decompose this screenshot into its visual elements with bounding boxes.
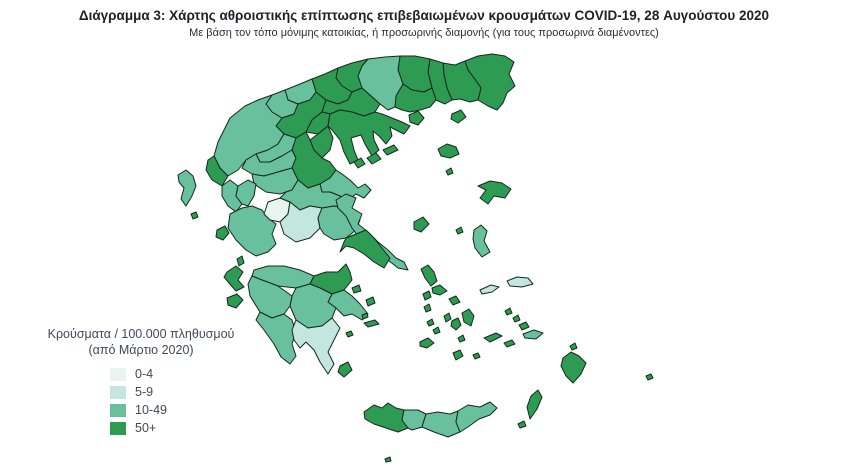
map-region-thesprotia bbox=[205, 155, 229, 187]
map-region-alonnisos bbox=[382, 144, 399, 156]
map-region-arta bbox=[235, 179, 257, 207]
map-region-kythira bbox=[337, 361, 353, 378]
map-region-skyros bbox=[413, 216, 430, 233]
map-region-psara bbox=[455, 226, 464, 235]
map-region-lefkada bbox=[215, 225, 230, 241]
map-region-poros bbox=[361, 312, 369, 320]
map-region-leros bbox=[512, 314, 521, 323]
map-region-samos bbox=[506, 276, 534, 288]
legend-swatch bbox=[110, 422, 126, 435]
map-region-samothraki bbox=[450, 109, 467, 124]
map-region-salamina bbox=[351, 284, 362, 294]
map-region-attiki bbox=[339, 229, 391, 269]
map-region-irakleio bbox=[421, 410, 461, 438]
map-region-anafi bbox=[472, 352, 481, 360]
map-region-skopelos bbox=[366, 152, 382, 165]
map-region-rethymno bbox=[401, 409, 427, 431]
legend-label: 50+ bbox=[135, 421, 157, 436]
legend-swatch bbox=[110, 386, 126, 399]
legend-title-line1: Κρούσματα / 100.000 πληθυσμού bbox=[47, 327, 235, 341]
map-region-astypalaia bbox=[503, 339, 516, 348]
map-region-naxos bbox=[461, 308, 475, 327]
legend-title: Κρούσματα / 100.000 πληθυσμού (από Μάρτι… bbox=[30, 326, 252, 359]
map-region-lakonia bbox=[291, 317, 341, 375]
legend-label: 10-49 bbox=[135, 403, 167, 418]
map-region-gavdos bbox=[384, 456, 392, 463]
map-region-limnos bbox=[437, 143, 460, 159]
map-region-andros bbox=[420, 264, 438, 287]
legend-swatch bbox=[110, 368, 126, 381]
map-region-amorgos bbox=[483, 332, 503, 343]
map-region-karpathos bbox=[526, 389, 543, 420]
legend-items: 0-4 5-9 10-49 50+ bbox=[30, 366, 252, 438]
legend-title-line2: (από Μάρτιο 2020) bbox=[88, 343, 194, 358]
map-region-ios bbox=[457, 334, 466, 343]
map-region-symi bbox=[569, 342, 578, 351]
map-region-kefalonia bbox=[223, 265, 245, 292]
map-region-kythnos bbox=[423, 303, 432, 313]
legend-item-50+: 50+ bbox=[30, 420, 252, 438]
map-region-kerkyra bbox=[177, 169, 197, 207]
map-region-kastellorizo bbox=[645, 373, 654, 381]
map-region-kasos bbox=[517, 420, 527, 429]
map-region-agios-efstratios bbox=[445, 167, 454, 176]
map-region-paxi bbox=[190, 211, 199, 220]
legend-item-10-49: 10-49 bbox=[30, 402, 252, 420]
map-region-syros bbox=[443, 312, 452, 323]
legend-label: 5-9 bbox=[135, 385, 154, 400]
map-region-mykonos bbox=[448, 295, 461, 306]
map-region-evia bbox=[335, 193, 409, 271]
map-region-aegina bbox=[365, 296, 376, 307]
map-region-ikaria bbox=[479, 284, 500, 295]
map-region-thasos bbox=[408, 110, 425, 126]
figure-subtitle: Με βάση τον τόπο μόνιμης κατοικίας, ή πρ… bbox=[189, 27, 659, 39]
map-region-messinia bbox=[255, 311, 297, 365]
map-legend: Κρούσματα / 100.000 πληθυσμού (από Μάρτι… bbox=[30, 326, 252, 438]
map-region-tinos bbox=[431, 284, 448, 296]
map-region-kea bbox=[422, 290, 432, 301]
map-region-sifnos bbox=[432, 326, 441, 335]
map-region-patmos bbox=[504, 307, 513, 316]
map-region-rodos bbox=[560, 351, 587, 384]
legend-label: 0-4 bbox=[135, 367, 154, 382]
map-region-milos bbox=[419, 337, 435, 349]
map-region-lesvos bbox=[477, 180, 512, 205]
legend-swatch bbox=[110, 404, 126, 417]
legend-item-5-9: 5-9 bbox=[30, 384, 252, 402]
legend-item-0-4: 0-4 bbox=[30, 366, 252, 384]
map-region-halkidiki bbox=[327, 109, 411, 165]
map-region-skiathos bbox=[353, 157, 366, 169]
map-region-aitoloakarnania bbox=[227, 205, 277, 257]
map-region-lasithi bbox=[455, 401, 498, 433]
map-region-chios bbox=[472, 224, 491, 258]
map-region-ithaki bbox=[236, 255, 245, 267]
map-region-spetses bbox=[345, 330, 354, 338]
map-region-paros bbox=[450, 317, 462, 331]
map-region-chania bbox=[363, 402, 409, 433]
map-region-santorini bbox=[452, 349, 464, 361]
map-region-kalymnos bbox=[518, 321, 530, 331]
map-region-hydra bbox=[363, 319, 380, 328]
map-region-serifos bbox=[426, 318, 435, 327]
map-region-zakynthos bbox=[226, 293, 244, 309]
figure-title: Διάγραμμα 3: Χάρτης αθροιστικής επίπτωση… bbox=[78, 8, 770, 23]
map-region-kos bbox=[522, 329, 544, 340]
